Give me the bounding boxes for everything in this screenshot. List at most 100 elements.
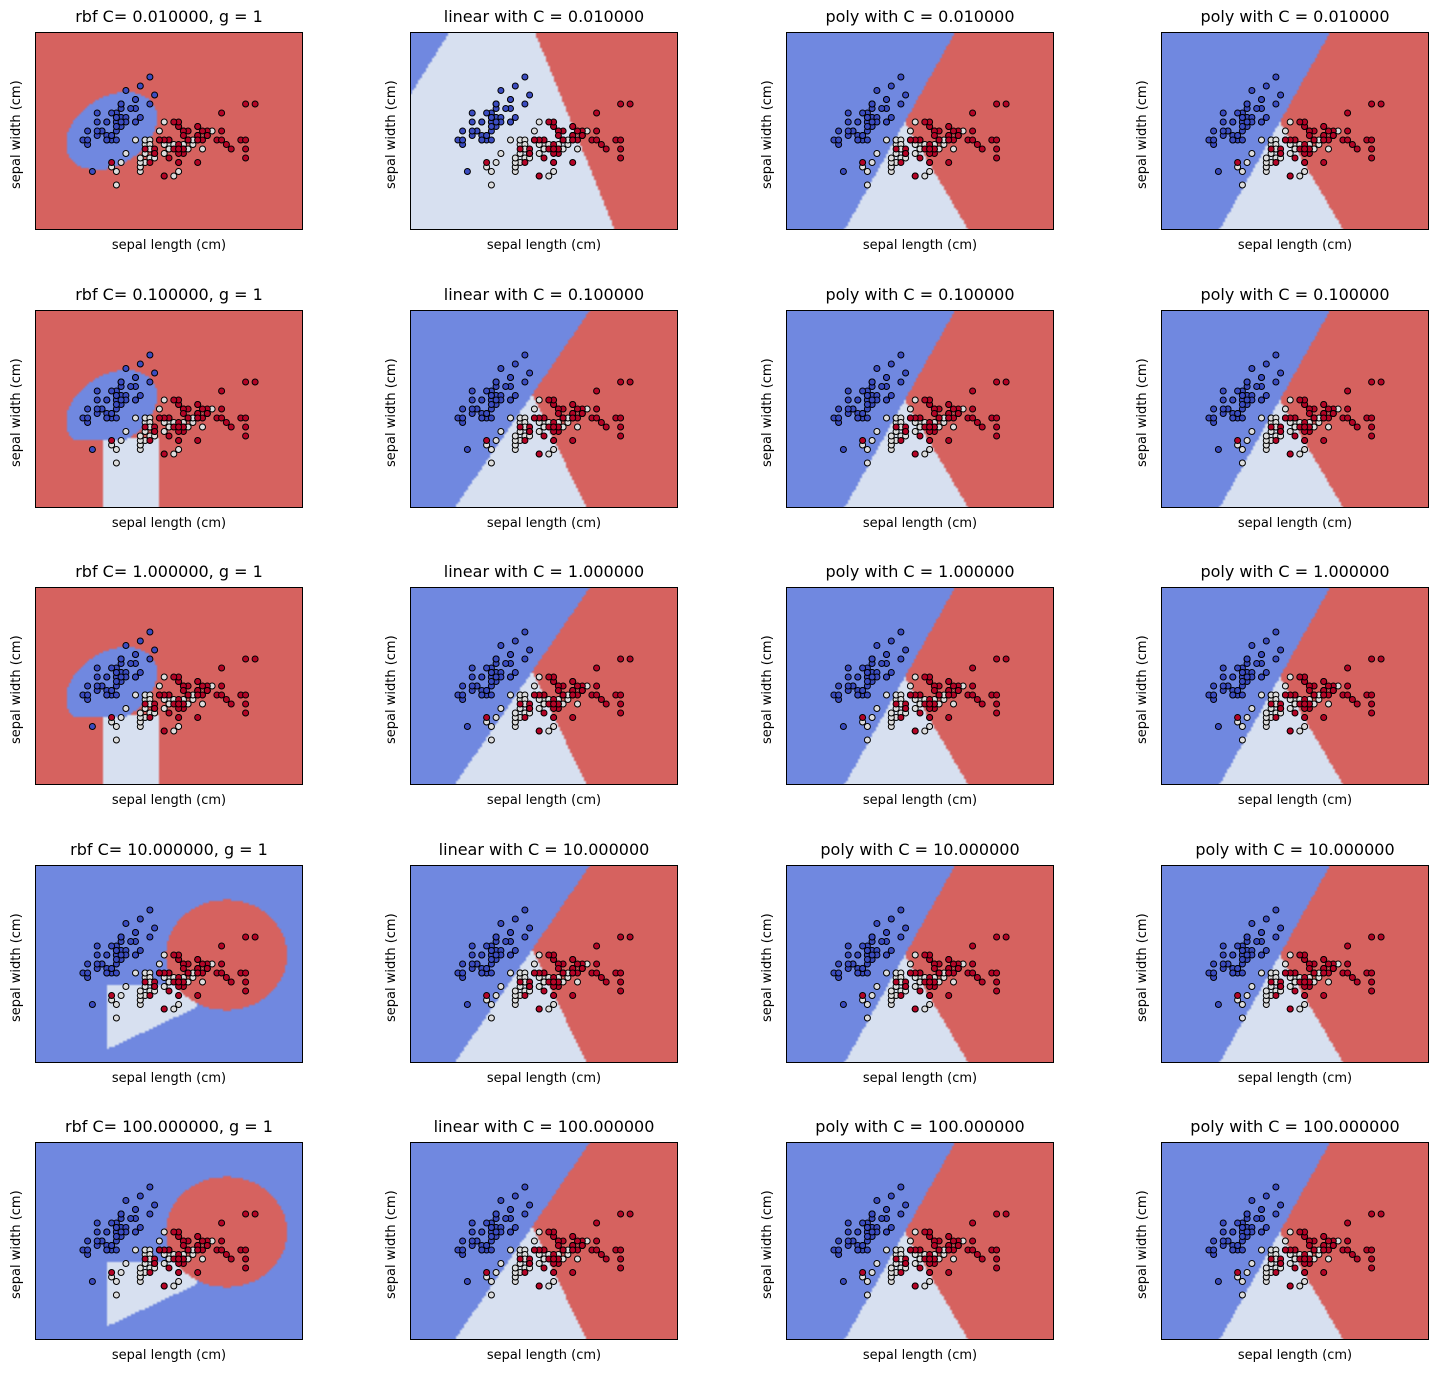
- data-point-versicolor: [160, 951, 168, 959]
- data-point-setosa: [897, 906, 905, 914]
- data-point-setosa: [151, 369, 159, 377]
- data-point-virginica: [1320, 691, 1328, 699]
- data-point-versicolor: [487, 181, 495, 189]
- data-point-versicolor: [921, 1005, 929, 1013]
- data-point-setosa: [835, 960, 843, 968]
- data-point-setosa: [108, 410, 116, 417]
- data-point-setosa: [511, 360, 519, 368]
- decision-region-fill: [1161, 32, 1429, 230]
- data-point-setosa: [1258, 673, 1265, 681]
- data-point-setosa: [883, 651, 890, 658]
- data-point-virginica: [218, 942, 226, 950]
- data-point-setosa: [1210, 414, 1218, 422]
- data-point-setosa: [483, 132, 491, 139]
- data-point-versicolor: [1248, 983, 1256, 990]
- data-point-virginica: [170, 1228, 178, 1236]
- data-point-setosa: [1262, 1224, 1270, 1231]
- data-point-setosa: [844, 960, 852, 968]
- data-point-virginica: [218, 136, 226, 144]
- x-axis-label: sepal length (cm): [862, 1348, 978, 1363]
- data-point-virginica: [1291, 709, 1299, 717]
- data-point-setosa: [1262, 669, 1270, 676]
- data-point-setosa: [1258, 374, 1265, 381]
- data-point-setosa: [88, 1001, 96, 1008]
- data-point-setosa: [868, 673, 876, 681]
- data-point-virginica: [921, 951, 929, 959]
- data-point-setosa: [108, 1219, 116, 1227]
- data-point-virginica: [146, 992, 154, 999]
- data-point-virginica: [569, 956, 577, 963]
- data-point-setosa: [844, 942, 852, 950]
- data-point-setosa: [93, 127, 101, 135]
- data-point-versicolor: [863, 459, 871, 467]
- data-point-versicolor: [487, 168, 495, 175]
- data-point-virginica: [108, 992, 116, 999]
- decision-region-fill: [786, 587, 1054, 785]
- data-point-setosa: [459, 127, 467, 135]
- x-axis-label: sepal length (cm): [111, 793, 227, 808]
- data-point-setosa: [511, 947, 519, 954]
- data-point-setosa: [487, 1224, 495, 1231]
- data-point-versicolor: [1325, 978, 1332, 986]
- data-point-setosa: [468, 127, 476, 135]
- data-point-setosa: [883, 396, 890, 404]
- data-point-versicolor: [122, 983, 130, 990]
- data-point-virginica: [593, 664, 601, 672]
- data-point-versicolor: [550, 446, 558, 453]
- data-point-virginica: [617, 700, 625, 708]
- data-point-setosa: [146, 933, 154, 941]
- data-point-virginica: [194, 969, 202, 977]
- y-axis-label: sepal width (cm): [1135, 913, 1150, 1022]
- data-point-setosa: [902, 91, 910, 99]
- axes-frame: [410, 32, 678, 230]
- data-point-setosa: [1234, 664, 1242, 672]
- data-point-versicolor: [487, 446, 495, 453]
- data-point-setosa: [1258, 96, 1265, 103]
- data-point-setosa: [468, 1228, 476, 1236]
- data-point-setosa: [108, 132, 116, 139]
- data-point-versicolor: [1296, 1282, 1304, 1290]
- data-point-virginica: [160, 1282, 168, 1290]
- data-point-versicolor: [132, 136, 139, 144]
- subplot-title: poly with C = 100.000000: [1190, 1117, 1400, 1136]
- data-point-setosa: [84, 1237, 92, 1245]
- data-point-setosa: [492, 100, 500, 108]
- data-point-virginica: [954, 1242, 962, 1249]
- data-point-virginica: [194, 1233, 202, 1240]
- decision-region-plot: [786, 865, 1054, 1063]
- decision-region-fill: [1161, 865, 1429, 1063]
- data-point-virginica: [1368, 154, 1376, 162]
- data-point-virginica: [146, 1269, 154, 1276]
- data-point-setosa: [835, 1246, 843, 1254]
- data-point-virginica: [993, 100, 1001, 108]
- decision-region-fill: [786, 32, 1054, 230]
- data-point-setosa: [487, 392, 495, 399]
- data-point-setosa: [859, 965, 867, 972]
- data-point-virginica: [945, 714, 953, 721]
- data-point-setosa: [844, 405, 852, 413]
- data-point-setosa: [1214, 1278, 1222, 1285]
- data-point-virginica: [993, 1264, 1001, 1272]
- data-point-virginica: [1267, 1255, 1275, 1263]
- data-point-virginica: [141, 1255, 149, 1263]
- data-point-versicolor: [132, 969, 139, 977]
- data-point-virginica: [921, 396, 929, 404]
- data-point-virginica: [1310, 1246, 1318, 1254]
- data-point-setosa: [1262, 360, 1270, 368]
- data-point-setosa: [103, 118, 111, 126]
- data-point-versicolor: [873, 705, 881, 712]
- data-point-virginica: [175, 423, 183, 431]
- data-point-setosa: [1238, 123, 1246, 130]
- data-point-versicolor: [1281, 682, 1289, 690]
- data-point-setosa: [468, 118, 476, 126]
- axes-frame: [1161, 587, 1429, 785]
- y-axis-label: sepal width (cm): [9, 635, 24, 744]
- data-point-setosa: [483, 1219, 491, 1227]
- data-point-versicolor: [1258, 414, 1265, 422]
- data-point-setosa: [1219, 127, 1227, 135]
- data-point-setosa: [492, 396, 500, 404]
- data-point-virginica: [227, 978, 235, 986]
- data-point-virginica: [151, 1260, 159, 1267]
- data-point-virginica: [574, 405, 581, 413]
- decision-region-fill: [1161, 587, 1429, 785]
